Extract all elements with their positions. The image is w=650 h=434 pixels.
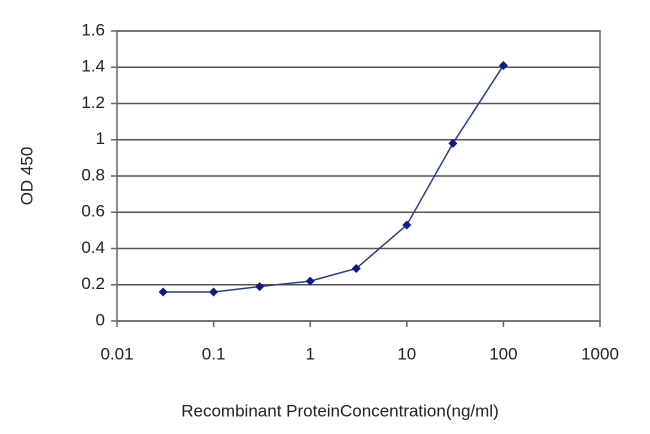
data-point bbox=[305, 276, 315, 286]
y-tick-label: 0.8 bbox=[81, 165, 105, 184]
x-tick-label: 0.1 bbox=[202, 344, 226, 363]
x-tick-label: 1 bbox=[305, 344, 314, 363]
data-point bbox=[351, 263, 361, 273]
data-point bbox=[498, 60, 508, 70]
data-point bbox=[255, 282, 265, 292]
x-tick-label: 0.01 bbox=[100, 344, 133, 363]
y-tick-label: 0.6 bbox=[81, 202, 105, 221]
y-tick-label: 1.2 bbox=[81, 93, 105, 112]
data-line bbox=[163, 65, 505, 293]
data-point bbox=[209, 287, 219, 297]
x-tick-label: 1000 bbox=[581, 344, 619, 363]
x-tick-label: 100 bbox=[489, 344, 517, 363]
y-tick-label: 1.4 bbox=[81, 57, 105, 76]
x-tick-label: 10 bbox=[397, 344, 416, 363]
y-axis-label: OD 450 bbox=[17, 147, 36, 206]
x-axis-label: Recombinant ProteinConcentration(ng/ml) bbox=[181, 401, 499, 420]
data-point bbox=[158, 287, 168, 297]
plot-frame bbox=[116, 30, 601, 322]
y-tick-label: 0.2 bbox=[81, 274, 105, 293]
y-tick-label: 1 bbox=[96, 129, 105, 148]
y-tick-label: 0 bbox=[96, 310, 105, 329]
y-tick-label: 1.6 bbox=[81, 20, 105, 39]
data-point bbox=[448, 138, 458, 148]
y-tick-label: 0.4 bbox=[81, 238, 105, 257]
data-point bbox=[402, 220, 412, 230]
